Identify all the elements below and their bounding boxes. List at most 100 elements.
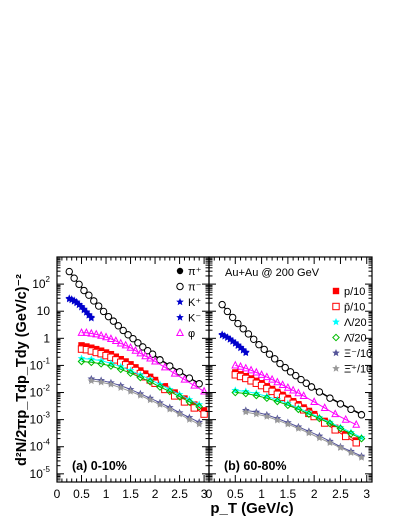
data-point-a-4-8 bbox=[116, 338, 125, 347]
data-point-a-8-8 bbox=[156, 383, 164, 391]
data-point-a-4-12 bbox=[136, 348, 145, 357]
data-point-a-1-6 bbox=[94, 302, 103, 310]
legend-marker-a-3 bbox=[176, 313, 184, 321]
data-point-a-1-16 bbox=[144, 346, 152, 355]
data-point-a-1-5 bbox=[90, 297, 98, 305]
data-point-a-4-3 bbox=[92, 329, 101, 338]
legend-label-a-0: π⁺ bbox=[188, 266, 202, 278]
legend-marker-a-0 bbox=[176, 267, 184, 275]
data-point-a-10-0 bbox=[87, 376, 96, 385]
data-point-a-4-4 bbox=[97, 330, 106, 339]
data-point-a-1-3 bbox=[80, 286, 88, 295]
x-tick-label-b-5: 2.5 bbox=[332, 487, 349, 501]
data-point-b-4-9 bbox=[278, 380, 287, 389]
y-tick-label-0: 10-5 bbox=[30, 465, 51, 481]
data-point-a-4-15 bbox=[151, 356, 160, 365]
data-point-a-1-14 bbox=[134, 339, 142, 347]
data-point-a-4-14 bbox=[146, 353, 155, 362]
fit-curve-b-8 bbox=[235, 392, 362, 440]
data-point-b-7-7 bbox=[305, 408, 313, 416]
data-point-b-4-18 bbox=[352, 419, 361, 428]
data-point-b-10-5 bbox=[294, 424, 303, 432]
data-point-b-1-22 bbox=[357, 411, 366, 419]
data-point-a-1-2 bbox=[75, 280, 83, 289]
data-point-b-7-11 bbox=[347, 428, 355, 436]
data-point-a-1-4 bbox=[85, 291, 93, 299]
data-point-b-10-7 bbox=[315, 434, 324, 442]
legend-label-a-4: φ bbox=[188, 328, 195, 340]
legend-marker-b-5 bbox=[332, 364, 340, 372]
x-tick-label-a-3: 1.5 bbox=[122, 487, 139, 501]
legend-label-a-1: π⁻ bbox=[188, 282, 202, 294]
data-point-b-8-3 bbox=[262, 394, 271, 403]
data-point-a-8-7 bbox=[146, 377, 155, 386]
data-point-b-10-6 bbox=[305, 429, 313, 437]
data-point-a-8-4 bbox=[116, 365, 125, 374]
data-point-b-10-0 bbox=[242, 408, 250, 416]
data-point-b-8-11 bbox=[347, 429, 355, 438]
legend-marker-b-3 bbox=[332, 333, 340, 342]
data-point-a-4-7 bbox=[111, 336, 120, 345]
panel-a-marks bbox=[65, 267, 209, 428]
data-point-a-3-9 bbox=[87, 314, 96, 322]
data-point-b-1-5 bbox=[244, 330, 253, 338]
y-axis-title: d²N/2πp_Tdp_Tdy (GeV/c)⁻² bbox=[14, 274, 30, 466]
data-point-b-1-18 bbox=[315, 388, 324, 396]
data-point-a-5-0 bbox=[78, 342, 85, 349]
data-point-a-8-10 bbox=[175, 392, 184, 401]
data-point-b-4-6 bbox=[262, 372, 271, 381]
x-tick-label-a-4: 2 bbox=[152, 487, 159, 501]
data-point-b-1-13 bbox=[286, 368, 295, 376]
data-point-b-4-14 bbox=[310, 397, 319, 405]
data-point-b-10-2 bbox=[263, 412, 271, 420]
data-point-b-8-7 bbox=[304, 410, 313, 419]
data-point-a-10-6 bbox=[146, 396, 154, 404]
panel-b-legend: p/10 p̄/10 Λ/20 Λ̄/20 Ξ⁻/10 Ξ̄⁺/10 bbox=[332, 286, 372, 376]
data-point-b-4-17 bbox=[341, 414, 350, 423]
data-point-a-8-11 bbox=[185, 398, 194, 406]
data-point-a-8-5 bbox=[126, 369, 135, 378]
data-point-a-8-0 bbox=[77, 357, 86, 366]
data-point-b-8-12 bbox=[357, 434, 366, 443]
legend-label-b-5: Ξ̄⁺/10 bbox=[344, 364, 372, 376]
data-point-a-1-22 bbox=[195, 380, 203, 388]
data-point-b-4-13 bbox=[299, 391, 308, 399]
data-point-a-5-20 bbox=[200, 407, 208, 414]
data-point-a-8-3 bbox=[107, 362, 115, 370]
data-point-a-10-9 bbox=[175, 410, 184, 418]
data-point-b-8-0 bbox=[231, 388, 240, 397]
data-point-a-10-3 bbox=[116, 383, 125, 391]
data-point-b-1-21 bbox=[347, 405, 355, 414]
data-point-b-8-5 bbox=[283, 401, 292, 410]
data-point-b-4-15 bbox=[320, 403, 329, 411]
data-point-b-4-11 bbox=[289, 385, 298, 394]
data-point-a-10-5 bbox=[136, 391, 145, 399]
data-point-b-4-16 bbox=[331, 409, 340, 418]
data-point-b-4-5 bbox=[257, 370, 266, 378]
data-point-b-4-12 bbox=[294, 388, 303, 397]
data-point-b-6-19 bbox=[352, 439, 360, 447]
panel-b-marks bbox=[218, 300, 366, 461]
data-point-b-4-0 bbox=[231, 360, 240, 369]
y-tick-labels: 10-5 10-4 10-3 10-2 10-1 1 10 102 bbox=[30, 275, 51, 481]
panel-a: 0 0.5 1 1.5 2 2.5 3 π⁺ π⁻ K⁺ K⁻ φ (a) 0-10% bbox=[54, 256, 210, 501]
data-point-b-4-3 bbox=[247, 365, 256, 374]
data-point-a-4-16 bbox=[160, 362, 169, 371]
x-tick-label-a-6: 3 bbox=[201, 487, 208, 501]
data-point-a-4-1 bbox=[82, 328, 91, 336]
data-point-b-8-9 bbox=[326, 419, 334, 428]
y-tick-label-2: 10-3 bbox=[30, 411, 51, 427]
legend-label-b-0: p/10 bbox=[344, 286, 365, 298]
legend-label-b-4: Ξ⁻/10 bbox=[344, 348, 372, 360]
data-point-b-1-10 bbox=[271, 355, 279, 363]
data-point-b-6-18 bbox=[342, 432, 350, 441]
data-point-b-1-7 bbox=[255, 341, 263, 349]
data-point-b-10-8 bbox=[326, 438, 334, 447]
legend-label-b-1: p̄/10 bbox=[344, 302, 365, 314]
data-point-b-1-16 bbox=[302, 379, 310, 387]
data-point-a-1-9 bbox=[109, 317, 118, 325]
data-point-a-1-8 bbox=[104, 312, 113, 321]
legend-marker-b-4 bbox=[332, 349, 340, 357]
data-point-b-8-8 bbox=[315, 414, 324, 423]
y-tick-label-4: 10-1 bbox=[30, 356, 51, 372]
